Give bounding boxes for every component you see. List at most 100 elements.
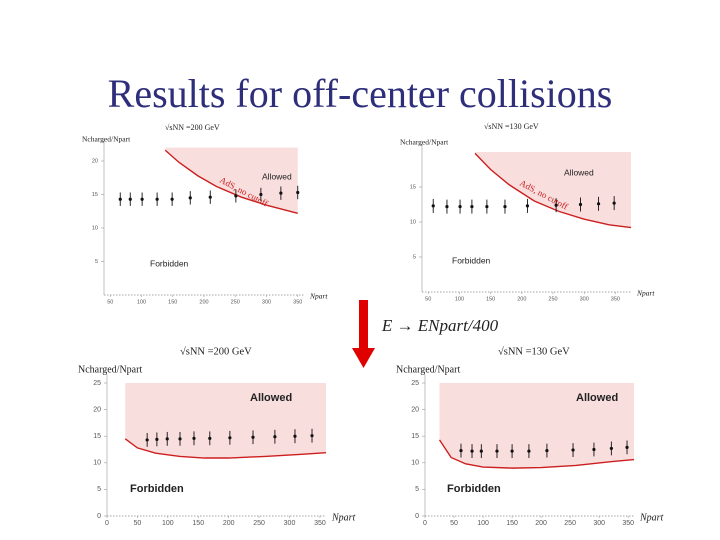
x-tick-label: 300 — [593, 520, 605, 527]
energy-label: √sNN =130 GeV — [484, 122, 539, 131]
data-point — [612, 201, 616, 205]
curve — [474, 152, 632, 229]
data-point — [273, 435, 277, 439]
allowed-label: Allowed — [250, 392, 292, 404]
energy-label: √sNN =200 GeV — [180, 345, 252, 357]
y-tick-label: 10 — [410, 219, 416, 225]
data-point — [140, 197, 144, 201]
y-tick-label: 5 — [413, 254, 416, 260]
curve — [438, 439, 635, 469]
data-point — [259, 192, 263, 197]
y-tick-label: 20 — [411, 406, 419, 413]
data-point — [510, 449, 514, 453]
x-axis-label: Npart — [331, 512, 356, 523]
data-point — [596, 202, 601, 206]
arrow-shaft — [359, 300, 368, 350]
data-point — [527, 449, 531, 453]
y-tick-label: 0 — [97, 513, 101, 520]
energy-label: √sNN =130 GeV — [498, 345, 570, 357]
x-axis-label: Npart — [636, 289, 655, 298]
data-point — [188, 196, 192, 200]
y-tick-label: 10 — [93, 460, 101, 467]
y-tick-label: 15 — [410, 184, 416, 190]
data-point — [470, 205, 474, 209]
allowed-region — [439, 383, 634, 469]
allowed-label: Allowed — [576, 392, 618, 404]
x-tick-label: 200 — [535, 520, 547, 527]
forbidden-label: Forbidden — [452, 255, 491, 265]
x-tick-label: 350 — [293, 299, 302, 305]
x-tick-label: 300 — [580, 296, 589, 302]
data-point — [208, 195, 212, 199]
plot: 5 10 15 20 50 100 150 200 250 300 350 Ncharged/Npar… — [82, 123, 328, 306]
x-axis-label: Npart — [639, 512, 664, 523]
x-axis-label: Npart — [309, 292, 328, 301]
data-point — [293, 434, 297, 438]
curve — [124, 438, 327, 459]
allowed-label: Allowed — [262, 171, 292, 181]
x-tick-label: 300 — [262, 299, 271, 305]
x-tick-label: 50 — [134, 520, 142, 527]
data-point — [155, 197, 159, 201]
x-tick-label: 250 — [253, 520, 265, 527]
data-point — [578, 202, 583, 207]
forbidden-label: Forbidden — [150, 258, 189, 268]
data-point — [495, 449, 499, 453]
data-point — [251, 435, 255, 439]
data-point — [503, 205, 507, 209]
y-tick-label: 5 — [97, 486, 101, 493]
data-point — [592, 447, 596, 452]
y-tick-label: 25 — [411, 380, 419, 387]
x-tick-label: 200 — [199, 299, 208, 305]
data-point — [128, 197, 132, 201]
data-point — [234, 194, 238, 198]
y-tick-label: 5 — [95, 259, 98, 265]
y-tick-label: 0 — [415, 513, 419, 520]
y-axis-label: Ncharged/Npart — [396, 364, 460, 375]
y-tick-label: 10 — [411, 460, 419, 467]
x-tick-label: 0 — [423, 520, 427, 527]
data-point — [431, 204, 435, 208]
y-tick-label: 5 — [415, 486, 419, 493]
data-point — [165, 437, 169, 441]
data-point — [228, 436, 232, 440]
x-tick-label: 250 — [548, 296, 557, 302]
y-tick-label: 15 — [92, 192, 98, 198]
x-tick-label: 100 — [137, 299, 146, 305]
data-point — [310, 434, 314, 438]
x-tick-label: 300 — [284, 520, 296, 527]
x-tick-label: 100 — [477, 520, 489, 527]
x-tick-label: 350 — [611, 296, 620, 302]
x-tick-label: 150 — [506, 520, 518, 527]
data-point — [545, 448, 549, 453]
y-axis-label: Ncharged/Npart — [78, 364, 142, 375]
plot: 5 10 15 50 100 150 200 250 300 350 Ncharged/Npart N… — [400, 122, 655, 303]
x-tick-label: 350 — [622, 520, 634, 527]
forbidden-label: Forbidden — [447, 483, 501, 495]
x-tick-label: 200 — [517, 296, 526, 302]
x-tick-label: 350 — [314, 520, 326, 527]
data-point — [178, 437, 182, 441]
data-point — [145, 438, 149, 442]
arrow-head — [352, 348, 375, 368]
data-point — [459, 448, 463, 453]
data-point — [470, 449, 474, 453]
y-tick-label: 25 — [93, 380, 101, 387]
forbidden-label: Forbidden — [130, 483, 184, 495]
data-point — [525, 204, 530, 208]
curve — [164, 149, 298, 214]
data-point — [625, 445, 629, 449]
data-point — [554, 203, 558, 207]
data-point — [571, 448, 575, 452]
allowed-region — [165, 147, 298, 214]
x-tick-label: 250 — [564, 520, 576, 527]
x-tick-label: 100 — [162, 520, 174, 527]
data-point — [296, 190, 300, 195]
y-tick-label: 10 — [92, 225, 98, 231]
y-tick-label: 15 — [93, 433, 101, 440]
y-axis-label: Ncharged/Npart — [82, 135, 131, 144]
x-tick-label: 200 — [223, 520, 235, 527]
